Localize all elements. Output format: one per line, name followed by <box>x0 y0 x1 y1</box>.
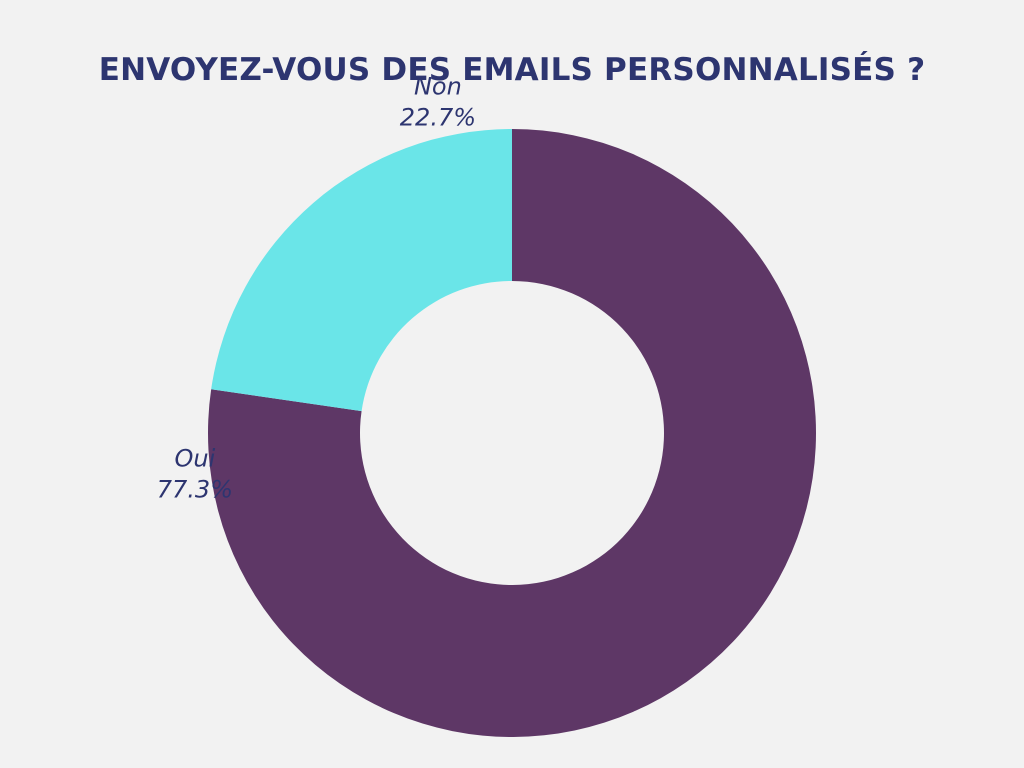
slice-value-non: 22.7% <box>400 104 476 132</box>
slice-non <box>211 129 512 412</box>
chart-title: ENVOYEZ-VOUS DES EMAILS PERSONNALISÉS ? <box>98 52 926 88</box>
slice-label-oui: Oui <box>174 445 215 473</box>
slice-oui <box>208 129 817 737</box>
slice-label-non: Non <box>414 73 462 101</box>
slice-value-oui: 77.3% <box>157 476 233 504</box>
